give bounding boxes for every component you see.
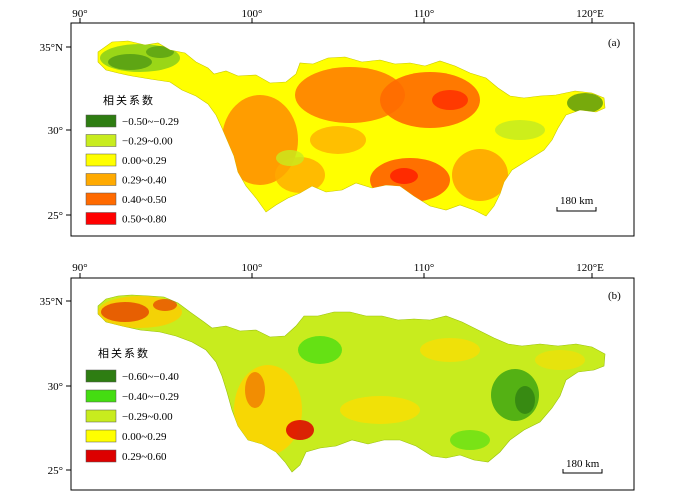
scale-bar-label-a: 180 km xyxy=(560,195,594,207)
lat-tick-a-30: 30° xyxy=(48,125,63,137)
lon-tick-a-100: 100° xyxy=(242,8,263,20)
lat-tick-b-25: 25° xyxy=(48,465,63,477)
map-canvas-a: 35°N 30° 25° 90° 100° 110° 120°E (a) 相关系… xyxy=(40,8,635,237)
scale-bar-label-b: 180 km xyxy=(566,458,600,470)
legend-label: 0.50~0.80 xyxy=(122,214,167,226)
legend-swatch xyxy=(85,449,117,463)
lon-tick-b-110: 110° xyxy=(414,262,435,274)
legend-label: −0.50~−0.29 xyxy=(122,116,179,128)
legend-swatch xyxy=(85,389,117,403)
legend-label: 0.00~0.29 xyxy=(122,155,167,167)
legend-b: −0.60~−0.40 −0.40~−0.29 −0.29~0.00 0.00~0.2… xyxy=(85,369,179,463)
lon-tick-b-120: 120°E xyxy=(576,262,604,274)
legend-swatch xyxy=(85,114,117,128)
lat-tick-b-35: 35°N xyxy=(40,296,63,308)
map-panel-a: 35°N 30° 25° 90° 100° 110° 120°E (a) 相关系… xyxy=(40,8,635,237)
scale-bar-a xyxy=(556,207,597,212)
legend-swatch xyxy=(85,173,117,186)
correlation-field-a xyxy=(100,44,603,202)
legend-label: −0.40~−0.29 xyxy=(122,391,179,403)
scale-bar-b xyxy=(562,469,603,474)
lat-tick-a-35: 35°N xyxy=(40,42,63,54)
legend-label: −0.60~−0.40 xyxy=(122,371,179,383)
legend-swatch xyxy=(85,153,117,167)
legend-label: 0.29~0.60 xyxy=(122,451,167,463)
panel-label-b: (b) xyxy=(608,290,621,302)
legend-label: 0.29~0.40 xyxy=(122,175,167,187)
panel-label-a: (a) xyxy=(608,37,621,49)
lon-tick-a-110: 110° xyxy=(414,8,435,20)
correlation-field-b xyxy=(98,296,585,455)
legend-label: −0.29~0.00 xyxy=(122,136,173,148)
lon-tick-b-90: 90° xyxy=(72,262,87,274)
legend-swatch xyxy=(85,409,117,423)
lat-tick-a-25: 25° xyxy=(48,210,63,222)
legend-swatch xyxy=(85,429,117,443)
legend-label: 0.40~0.50 xyxy=(122,194,167,206)
legend-swatch xyxy=(85,212,117,225)
legend-swatch xyxy=(85,134,117,147)
lon-tick-a-90: 90° xyxy=(72,8,87,20)
lon-tick-a-120: 120°E xyxy=(576,8,604,20)
legend-label: 0.00~0.29 xyxy=(122,431,167,443)
legend-swatch xyxy=(85,192,117,206)
legend-label: −0.29~0.00 xyxy=(122,411,173,423)
legend-title-b: 相关系数 xyxy=(98,346,150,360)
lon-tick-b-100: 100° xyxy=(242,262,263,274)
legend-swatch xyxy=(85,369,117,383)
legend-title-a: 相关系数 xyxy=(103,93,155,107)
lat-tick-b-30: 30° xyxy=(48,381,63,393)
legend-a: −0.50~−0.29 −0.29~0.00 0.00~0.29 0.29~0.40 0… xyxy=(85,114,179,226)
